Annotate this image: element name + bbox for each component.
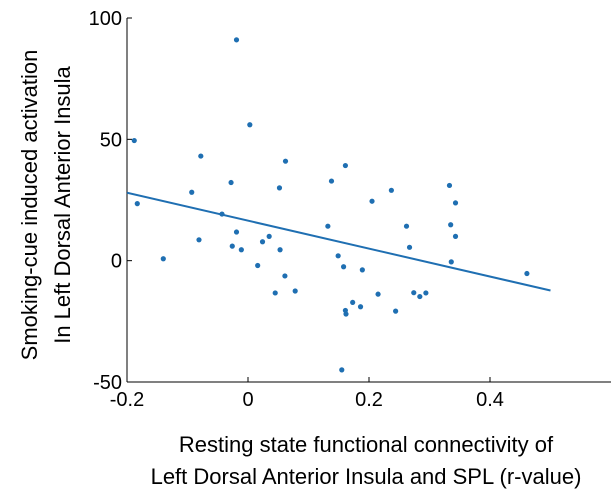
y-axis-label-line-1: Smoking-cue induced activation <box>17 50 42 361</box>
data-point <box>375 291 381 297</box>
data-point <box>393 308 399 314</box>
data-point <box>134 201 140 207</box>
data-point <box>359 267 365 273</box>
data-point <box>339 367 345 373</box>
data-point <box>369 198 375 204</box>
data-point <box>238 247 244 253</box>
data-point <box>452 233 459 239</box>
data-point <box>357 304 364 310</box>
y-tick-label: -50 <box>93 372 122 394</box>
data-point <box>325 223 331 229</box>
data-point <box>335 253 341 259</box>
data-point <box>340 264 347 270</box>
data-point <box>198 153 204 159</box>
data-point <box>282 273 288 279</box>
data-point <box>411 290 417 296</box>
x-tick-label: 0 <box>242 389 253 411</box>
regression-line-group <box>126 191 551 292</box>
data-points <box>131 37 530 373</box>
y-axis-label-line-2: In Left Dorsal Anterior Insula <box>50 65 75 343</box>
regression-line <box>126 191 551 292</box>
data-point <box>328 178 335 184</box>
y-axis-label: Smoking-cue induced activation In Left D… <box>17 50 75 361</box>
x-axis-label-line-1: Resting state functional connectivity of <box>179 432 554 457</box>
x-axis-label-line-2: Left Dorsal Anterior Insula and SPL (r-v… <box>151 464 582 489</box>
data-point <box>403 223 410 229</box>
data-point <box>266 233 272 239</box>
x-tick-label: -0.2 <box>110 389 144 411</box>
data-point <box>160 256 166 262</box>
x-tick-label: 0.4 <box>476 389 504 411</box>
data-point <box>259 239 266 245</box>
data-point <box>282 158 289 164</box>
x-ticks: -0.2 0 0.2 0.4 <box>110 377 504 411</box>
x-tick-label: 0.2 <box>355 389 383 411</box>
data-point <box>255 262 261 269</box>
data-point <box>189 189 195 195</box>
data-point <box>219 211 225 217</box>
data-point <box>452 200 459 206</box>
y-tick-label: 50 <box>100 129 122 151</box>
data-point <box>448 222 454 228</box>
data-point <box>446 182 453 189</box>
y-tick-label: 100 <box>89 8 122 30</box>
data-point <box>417 293 423 300</box>
data-point <box>343 311 349 317</box>
data-point <box>233 229 240 235</box>
data-point <box>247 122 253 128</box>
data-point <box>524 270 530 277</box>
data-point <box>406 244 413 250</box>
data-point <box>423 290 429 296</box>
data-point <box>228 179 234 186</box>
data-point <box>276 185 283 191</box>
data-point <box>196 237 202 243</box>
data-point <box>277 247 283 253</box>
data-point <box>272 290 278 296</box>
data-point <box>448 259 454 265</box>
data-point <box>350 299 356 306</box>
data-point <box>229 243 235 249</box>
data-point <box>292 288 298 294</box>
y-ticks: -50 0 50 100 <box>89 8 132 394</box>
data-point <box>342 162 349 169</box>
y-tick-label: 0 <box>111 251 122 273</box>
data-point <box>131 137 137 144</box>
x-axis-label: Resting state functional connectivity of… <box>151 432 582 489</box>
data-point <box>233 37 240 43</box>
data-point <box>388 187 394 193</box>
